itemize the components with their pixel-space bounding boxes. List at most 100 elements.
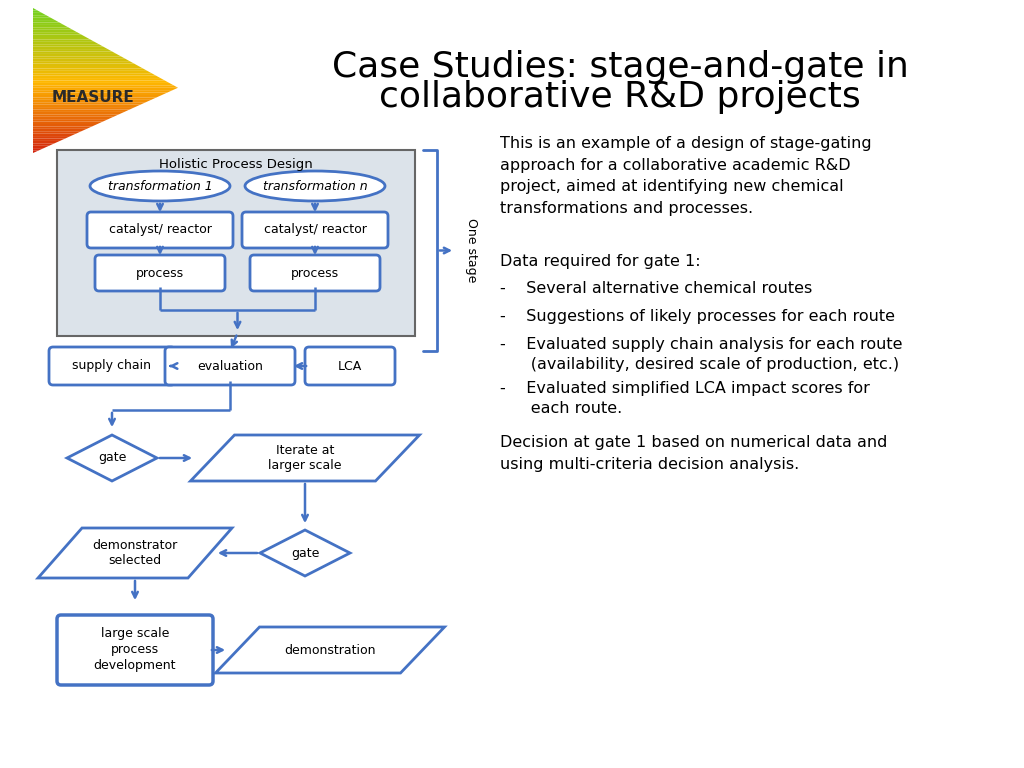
Text: demonstrator
selected: demonstrator selected <box>92 538 177 568</box>
Polygon shape <box>33 30 77 32</box>
Polygon shape <box>33 37 90 39</box>
Polygon shape <box>33 73 156 76</box>
Polygon shape <box>33 100 152 102</box>
FancyBboxPatch shape <box>57 615 213 685</box>
Text: catalyst/ reactor: catalyst/ reactor <box>109 223 211 237</box>
Polygon shape <box>33 45 103 47</box>
Polygon shape <box>33 41 99 45</box>
Polygon shape <box>33 138 66 141</box>
Text: large scale
process
development: large scale process development <box>94 627 176 673</box>
FancyBboxPatch shape <box>242 212 388 248</box>
FancyBboxPatch shape <box>165 347 295 385</box>
Polygon shape <box>33 110 130 112</box>
Polygon shape <box>33 25 69 28</box>
Polygon shape <box>33 54 121 56</box>
Polygon shape <box>33 88 178 90</box>
Polygon shape <box>33 58 130 61</box>
Polygon shape <box>33 28 73 30</box>
Ellipse shape <box>245 171 385 201</box>
Polygon shape <box>33 141 59 144</box>
Polygon shape <box>33 144 54 146</box>
Polygon shape <box>33 15 50 18</box>
Text: transformation n: transformation n <box>263 180 368 193</box>
Polygon shape <box>260 530 350 576</box>
Polygon shape <box>33 127 92 129</box>
Polygon shape <box>33 13 46 15</box>
Polygon shape <box>33 66 143 68</box>
Text: LCA: LCA <box>338 359 362 372</box>
Polygon shape <box>33 98 157 100</box>
Polygon shape <box>33 49 112 51</box>
Polygon shape <box>215 627 444 673</box>
Polygon shape <box>33 114 119 117</box>
Polygon shape <box>33 39 94 41</box>
Polygon shape <box>33 112 124 114</box>
Polygon shape <box>33 56 125 58</box>
Polygon shape <box>33 136 71 138</box>
Polygon shape <box>33 151 38 153</box>
Polygon shape <box>33 121 102 124</box>
Text: Holistic Process Design: Holistic Process Design <box>159 158 313 171</box>
Polygon shape <box>33 32 81 35</box>
Polygon shape <box>33 47 108 49</box>
Polygon shape <box>33 119 109 121</box>
Polygon shape <box>33 129 87 131</box>
Text: One stage: One stage <box>465 218 478 283</box>
Text: process: process <box>136 266 184 280</box>
Text: -    Suggestions of likely processes for each route: - Suggestions of likely processes for ea… <box>500 309 895 324</box>
FancyBboxPatch shape <box>87 212 233 248</box>
Text: -    Several alternative chemical routes: - Several alternative chemical routes <box>500 281 812 296</box>
Polygon shape <box>33 18 55 20</box>
Polygon shape <box>33 83 174 85</box>
Polygon shape <box>33 107 135 110</box>
Polygon shape <box>33 81 169 83</box>
Text: gate: gate <box>291 547 319 560</box>
Polygon shape <box>33 20 59 22</box>
FancyBboxPatch shape <box>49 347 175 385</box>
Polygon shape <box>38 528 232 578</box>
Polygon shape <box>33 68 147 71</box>
Polygon shape <box>33 61 134 64</box>
FancyBboxPatch shape <box>95 255 225 291</box>
Text: collaborative R&D projects: collaborative R&D projects <box>379 80 861 114</box>
Polygon shape <box>33 104 140 107</box>
Ellipse shape <box>90 171 230 201</box>
Polygon shape <box>33 134 76 136</box>
Polygon shape <box>33 8 38 11</box>
Polygon shape <box>33 93 167 95</box>
Text: catalyst/ reactor: catalyst/ reactor <box>263 223 367 237</box>
Polygon shape <box>33 124 97 127</box>
Text: Data required for gate 1:: Data required for gate 1: <box>500 254 700 269</box>
Polygon shape <box>33 22 63 25</box>
FancyBboxPatch shape <box>305 347 395 385</box>
Polygon shape <box>33 95 162 98</box>
Polygon shape <box>33 131 81 134</box>
Text: process: process <box>291 266 339 280</box>
Polygon shape <box>67 435 157 481</box>
Polygon shape <box>33 35 86 37</box>
Polygon shape <box>33 71 152 73</box>
FancyBboxPatch shape <box>57 150 415 336</box>
Text: -    Evaluated simplified LCA impact scores for
      each route.: - Evaluated simplified LCA impact scores… <box>500 381 869 416</box>
Text: gate: gate <box>98 452 126 465</box>
Text: supply chain: supply chain <box>73 359 152 372</box>
FancyBboxPatch shape <box>250 255 380 291</box>
Polygon shape <box>33 11 42 13</box>
Text: This is an example of a design of stage-gating
approach for a collaborative acad: This is an example of a design of stage-… <box>500 136 871 216</box>
Text: demonstration: demonstration <box>285 644 376 657</box>
Text: Case Studies: stage-and-gate in: Case Studies: stage-and-gate in <box>332 50 908 84</box>
Text: transformation 1: transformation 1 <box>108 180 212 193</box>
Text: Iterate at
larger scale: Iterate at larger scale <box>268 444 342 472</box>
Polygon shape <box>33 78 165 81</box>
Polygon shape <box>190 435 420 481</box>
Polygon shape <box>33 146 49 148</box>
Polygon shape <box>33 90 173 93</box>
Polygon shape <box>33 64 138 66</box>
Polygon shape <box>33 76 161 78</box>
Polygon shape <box>33 51 117 54</box>
Polygon shape <box>33 85 178 88</box>
Polygon shape <box>33 117 114 119</box>
Polygon shape <box>33 102 145 104</box>
Text: evaluation: evaluation <box>197 359 263 372</box>
Text: MEASURE: MEASURE <box>51 91 134 105</box>
